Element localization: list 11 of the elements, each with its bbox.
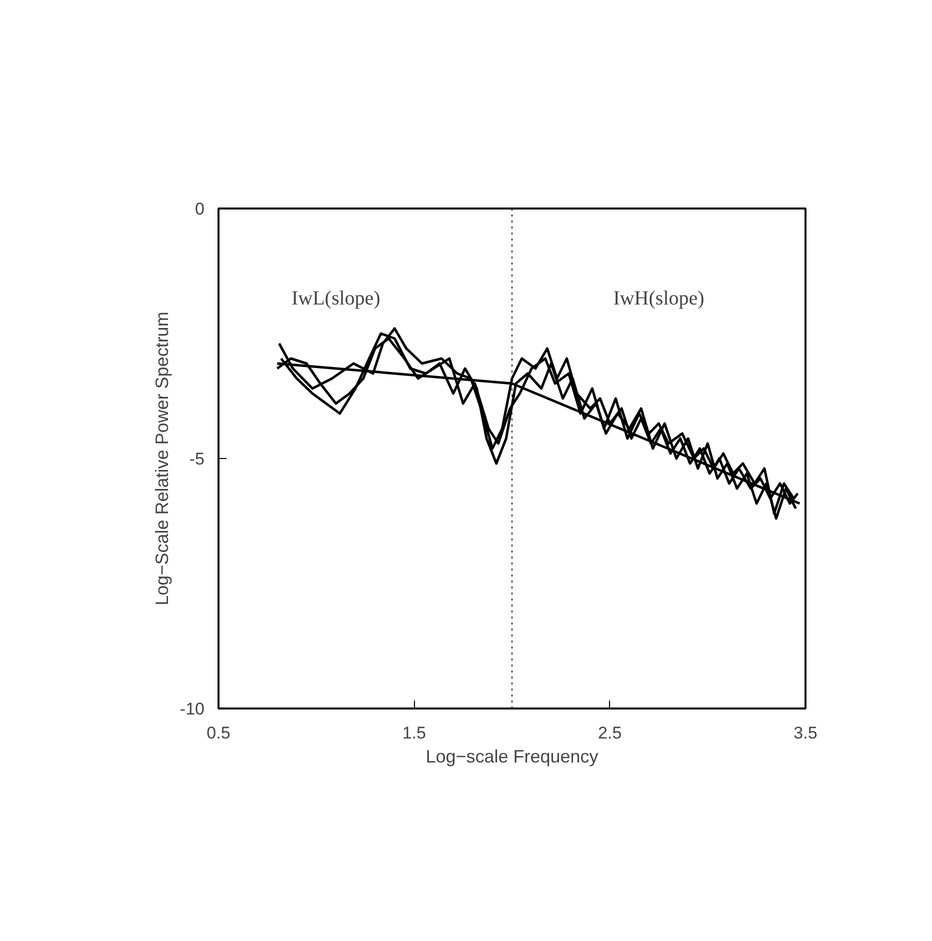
y-axis-title: Log−Scale Relative Power Spectrum [152, 312, 172, 606]
y-tick-label: 0 [195, 200, 205, 218]
y-tick-label: -10 [180, 700, 205, 718]
y-tick-label: -5 [189, 450, 205, 468]
annotation: IwL(slope) [291, 288, 380, 310]
x-tick-label: 2.5 [598, 724, 622, 742]
annotation: IwH(slope) [613, 288, 704, 310]
x-tick-label: 3.5 [794, 724, 818, 742]
x-tick-label: 0.5 [206, 724, 230, 742]
x-axis-title: Log−scale Frequency [426, 746, 598, 766]
x-tick-label: 1.5 [402, 724, 426, 742]
